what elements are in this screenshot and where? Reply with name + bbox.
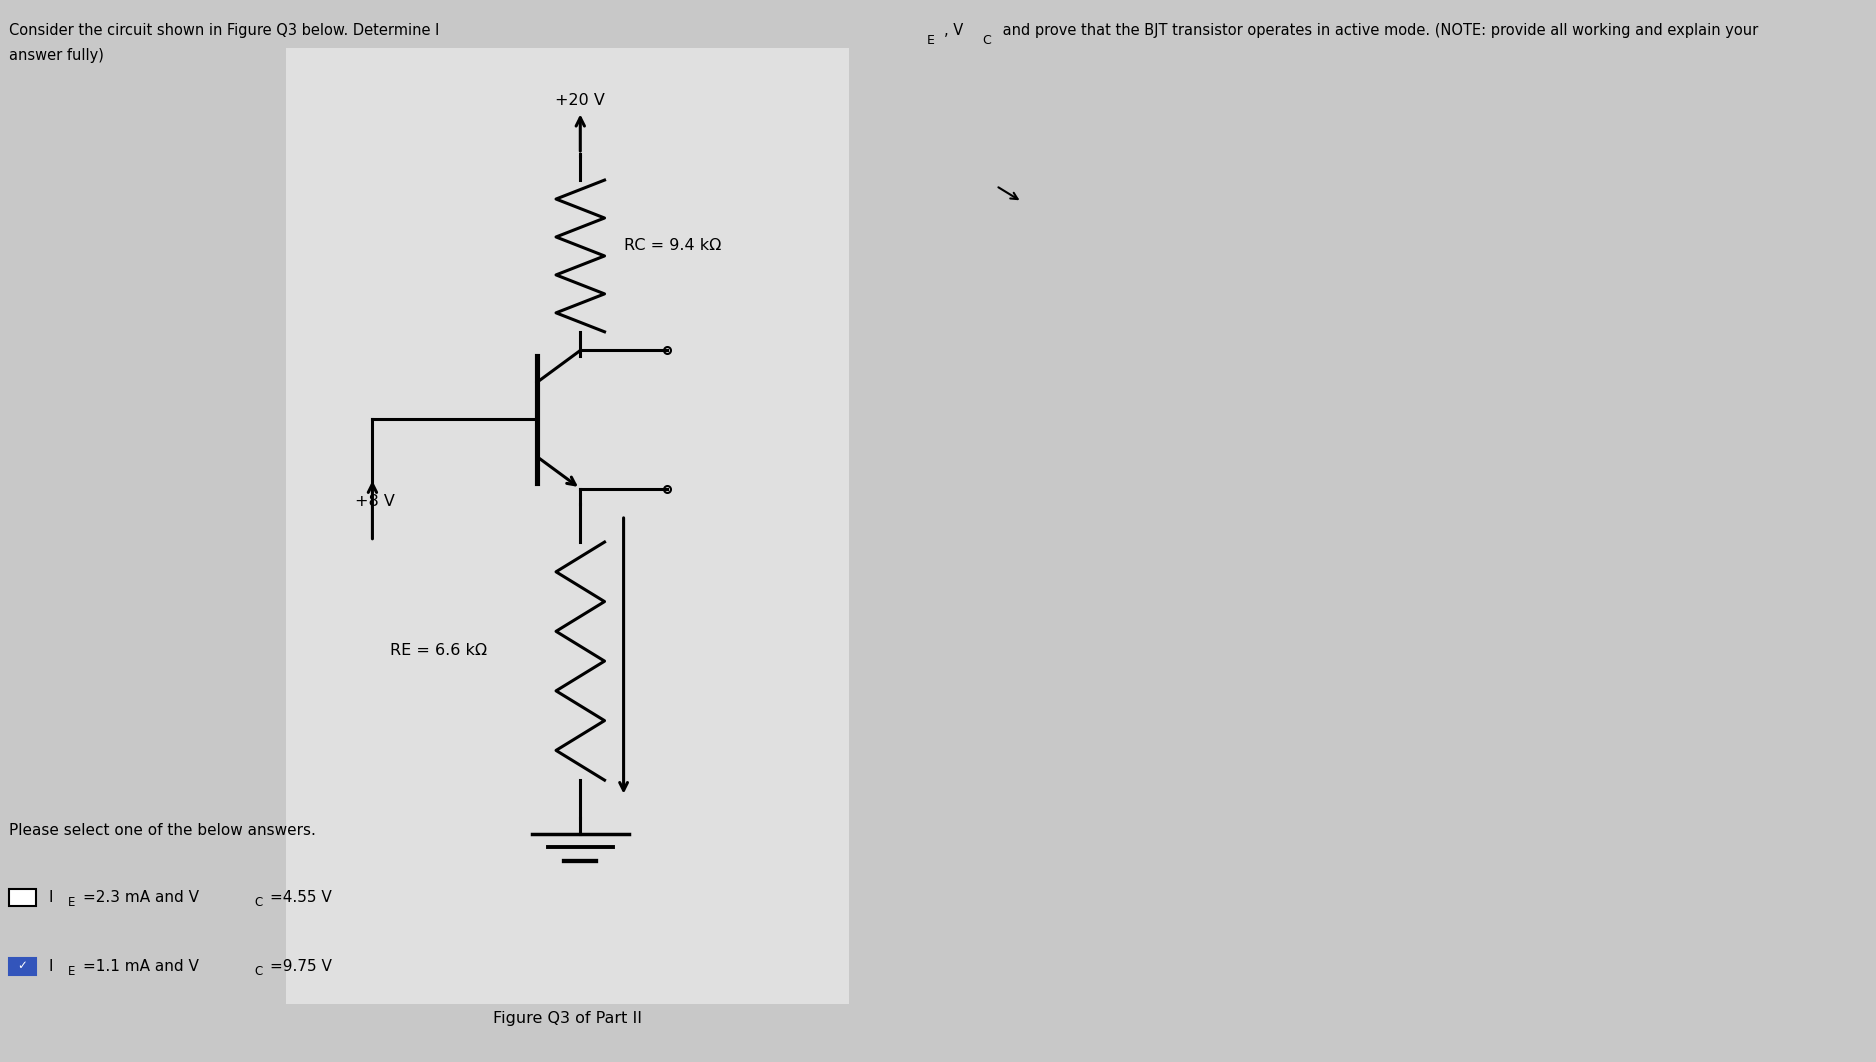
Text: C: C <box>255 965 263 978</box>
Text: =2.3 mA and V: =2.3 mA and V <box>83 890 199 905</box>
Text: =9.75 V: =9.75 V <box>270 959 332 974</box>
Text: +8 V: +8 V <box>355 494 396 509</box>
Text: answer fully): answer fully) <box>9 48 103 63</box>
Text: ✓: ✓ <box>17 959 28 972</box>
Text: and prove that the BJT transistor operates in active mode. (NOTE: provide all wo: and prove that the BJT transistor operat… <box>998 23 1758 38</box>
Bar <box>9 958 36 975</box>
Text: Consider the circuit shown in Figure Q3 below. Determine I: Consider the circuit shown in Figure Q3 … <box>9 23 439 38</box>
Text: RE = 6.6 kΩ: RE = 6.6 kΩ <box>390 643 488 658</box>
Bar <box>9 889 36 906</box>
Text: +20 V: +20 V <box>555 93 606 108</box>
Text: Please select one of the below answers.: Please select one of the below answers. <box>9 823 315 838</box>
Text: C: C <box>255 896 263 909</box>
Text: E: E <box>68 965 75 978</box>
Text: I: I <box>49 959 53 974</box>
Text: C: C <box>983 34 991 47</box>
Text: E: E <box>68 896 75 909</box>
Text: I: I <box>49 890 53 905</box>
Text: Figure Q3 of Part II: Figure Q3 of Part II <box>493 1011 642 1026</box>
Text: , V: , V <box>944 23 962 38</box>
Text: E: E <box>927 34 934 47</box>
Text: =1.1 mA and V: =1.1 mA and V <box>83 959 199 974</box>
Bar <box>285 48 848 1004</box>
Text: RC = 9.4 kΩ: RC = 9.4 kΩ <box>623 238 720 253</box>
Text: =4.55 V: =4.55 V <box>270 890 332 905</box>
